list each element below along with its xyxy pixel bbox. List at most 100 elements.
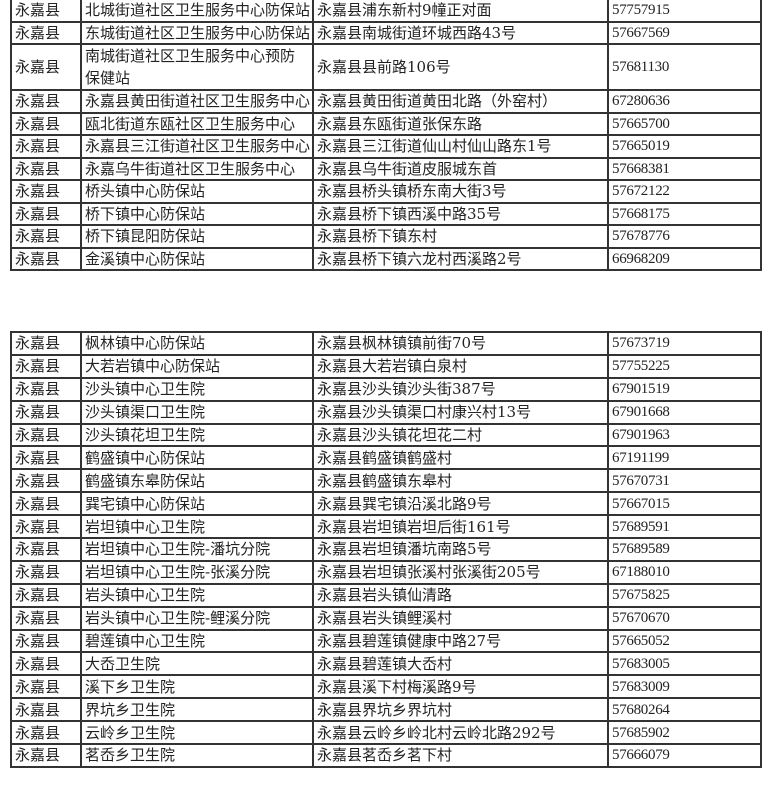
table-row: 永嘉县 岩坦镇中心卫生院-潘坑分院 永嘉县岩坦镇潘坑南路5号 57689589	[10, 537, 762, 562]
phone-cell: 57668175	[607, 201, 762, 226]
county-cell: 永嘉县	[10, 582, 82, 608]
facility-name-cell: 沙头镇中心卫生院	[80, 376, 314, 402]
address-cell: 永嘉县岩头镇仙清路	[312, 582, 609, 608]
facility-name-cell: 岩坦镇中心卫生院-潘坑分院	[80, 537, 314, 562]
table-row: 永嘉县 瓯北街道东瓯社区卫生服务中心 永嘉县东瓯街道张保东路 57665700	[10, 111, 762, 136]
phone-cell: 57672122	[607, 179, 762, 204]
address-cell: 永嘉县枫林镇镇前街70号	[312, 331, 609, 356]
phone-cell: 57681130	[607, 43, 762, 91]
address-cell: 永嘉县沙头镇渠口村康兴村13号	[312, 399, 609, 425]
facility-name-cell: 岩坦镇中心卫生院	[80, 514, 314, 540]
phone-cell: 57678776	[607, 224, 762, 249]
phone-cell: 57667569	[607, 20, 762, 45]
facility-name-cell: 巽宅镇中心防保站	[80, 491, 314, 517]
address-cell: 永嘉县黄田街道黄田北路（外窑村）	[312, 89, 609, 114]
facility-name-cell: 茗岙乡卫生院	[80, 743, 314, 768]
address-cell: 永嘉县鹤盛镇鹤盛村	[312, 445, 609, 471]
table-row: 永嘉县 桥下镇中心防保站 永嘉县桥下镇西溪中路35号 57668175	[10, 201, 762, 226]
address-cell: 永嘉县岩坦镇岩坦后街161号	[312, 514, 609, 540]
table-row: 永嘉县 溪下乡卫生院 永嘉县溪下村梅溪路9号 57683009	[10, 674, 762, 700]
address-cell: 永嘉县县前路106号	[312, 43, 609, 91]
table-row: 永嘉县 鹤盛镇中心防保站 永嘉县鹤盛镇鹤盛村 67191199	[10, 445, 762, 471]
table-row: 永嘉县 沙头镇花坦卫生院 永嘉县沙头镇花坦花二村 67901963	[10, 422, 762, 448]
facility-name-cell: 永嘉县三江街道社区卫生服务中心	[80, 134, 314, 159]
table-row: 永嘉县 岩坦镇中心卫生院 永嘉县岩坦镇岩坦后街161号 57689591	[10, 514, 762, 540]
facility-name-cell: 南城街道社区卫生服务中心预防保健站	[80, 43, 314, 91]
address-cell: 永嘉县巽宅镇沿溪北路9号	[312, 491, 609, 517]
county-cell: 永嘉县	[10, 514, 82, 540]
facility-name-cell: 东城街道社区卫生服务中心防保站	[80, 20, 314, 45]
phone-cell: 57683009	[607, 674, 762, 700]
table-row: 永嘉县 沙头镇中心卫生院 永嘉县沙头镇沙头街387号 67901519	[10, 376, 762, 402]
table-body: 永嘉县 北城街道社区卫生服务中心防保站 永嘉县浦东新村9幢正对面 57757915 永嘉…	[10, 0, 762, 271]
table-row: 永嘉县 金溪镇中心防保站 永嘉县桥下镇六龙村西溪路2号 66968209	[10, 246, 762, 271]
address-cell: 永嘉县岩坦镇潘坑南路5号	[312, 537, 609, 562]
table-row: 永嘉县 界坑乡卫生院 永嘉县界坑乡界坑村 57680264	[10, 697, 762, 723]
phone-cell: 57665700	[607, 111, 762, 136]
table-row: 永嘉县 茗岙乡卫生院 永嘉县茗岙乡茗下村 57666079	[10, 743, 762, 768]
facility-name-cell: 金溪镇中心防保站	[80, 246, 314, 271]
table-row: 永嘉县 永嘉县三江街道社区卫生服务中心 永嘉县三江街道仙山村仙山路东1号 576650…	[10, 134, 762, 159]
county-cell: 永嘉县	[10, 491, 82, 517]
county-cell: 永嘉县	[10, 111, 82, 136]
table-row: 永嘉县 永嘉县黄田街道社区卫生服务中心 永嘉县黄田街道黄田北路（外窑村） 672806…	[10, 89, 762, 114]
phone-cell: 57668381	[607, 156, 762, 181]
facility-name-cell: 瓯北街道东瓯社区卫生服务中心	[80, 111, 314, 136]
county-cell: 永嘉县	[10, 89, 82, 114]
phone-cell: 57670731	[607, 468, 762, 494]
county-cell: 永嘉县	[10, 674, 82, 700]
phone-cell: 57680264	[607, 697, 762, 723]
county-cell: 永嘉县	[10, 399, 82, 425]
address-cell: 永嘉县云岭乡岭北村云岭北路292号	[312, 720, 609, 746]
address-cell: 永嘉县浦东新村9幢正对面	[312, 0, 609, 23]
clinic-table-1: 永嘉县 北城街道社区卫生服务中心防保站 永嘉县浦东新村9幢正对面 57757915 永嘉…	[10, 0, 762, 271]
phone-cell: 66968209	[607, 246, 762, 271]
address-cell: 永嘉县桥下镇六龙村西溪路2号	[312, 246, 609, 271]
county-cell: 永嘉县	[10, 445, 82, 471]
phone-cell: 57757915	[607, 0, 762, 23]
address-cell: 永嘉县界坑乡界坑村	[312, 697, 609, 723]
address-cell: 永嘉县大若岩镇白泉村	[312, 353, 609, 379]
county-cell: 永嘉县	[10, 628, 82, 654]
address-cell: 永嘉县碧莲镇大岙村	[312, 651, 609, 677]
facility-name-cell: 大岙卫生院	[80, 651, 314, 677]
county-cell: 永嘉县	[10, 559, 82, 585]
facility-name-cell: 沙头镇花坦卫生院	[80, 422, 314, 448]
table-row: 永嘉县 碧莲镇中心卫生院 永嘉县碧莲镇健康中路27号 57665052	[10, 628, 762, 654]
address-cell: 永嘉县沙头镇花坦花二村	[312, 422, 609, 448]
facility-name-cell: 大若岩镇中心防保站	[80, 353, 314, 379]
facility-name-cell: 云岭乡卫生院	[80, 720, 314, 746]
county-cell: 永嘉县	[10, 156, 82, 181]
table-row: 永嘉县 桥下镇昆阳防保站 永嘉县桥下镇东村 57678776	[10, 224, 762, 249]
county-cell: 永嘉县	[10, 246, 82, 271]
address-cell: 永嘉县岩头镇鲤溪村	[312, 605, 609, 631]
address-cell: 永嘉县东瓯街道张保东路	[312, 111, 609, 136]
phone-cell: 67191199	[607, 445, 762, 471]
phone-cell: 57755225	[607, 353, 762, 379]
phone-cell: 57666079	[607, 743, 762, 768]
phone-cell: 57689591	[607, 514, 762, 540]
table-row: 永嘉县 东城街道社区卫生服务中心防保站 永嘉县南城街道环城西路43号 57667569	[10, 20, 762, 45]
table-row: 永嘉县 云岭乡卫生院 永嘉县云岭乡岭北村云岭北路292号 57685902	[10, 720, 762, 746]
table-row: 永嘉县 岩头镇中心卫生院 永嘉县岩头镇仙清路 57675825	[10, 582, 762, 608]
table-row: 永嘉县 鹤盛镇东皋防保站 永嘉县鹤盛镇东皋村 57670731	[10, 468, 762, 494]
county-cell: 永嘉县	[10, 651, 82, 677]
address-cell: 永嘉县沙头镇沙头街387号	[312, 376, 609, 402]
table-row: 永嘉县 永嘉乌牛街道社区卫生服务中心 永嘉县乌牛街道皮服城东首 57668381	[10, 156, 762, 181]
phone-cell: 67901963	[607, 422, 762, 448]
facility-name-cell: 桥头镇中心防保站	[80, 179, 314, 204]
county-cell: 永嘉县	[10, 20, 82, 45]
phone-cell: 57683005	[607, 651, 762, 677]
table-row: 永嘉县 沙头镇渠口卫生院 永嘉县沙头镇渠口村康兴村13号 67901668	[10, 399, 762, 425]
phone-cell: 57673719	[607, 331, 762, 356]
facility-name-cell: 枫林镇中心防保站	[80, 331, 314, 356]
county-cell: 永嘉县	[10, 43, 82, 91]
facility-name-cell: 北城街道社区卫生服务中心防保站	[80, 0, 314, 23]
county-cell: 永嘉县	[10, 537, 82, 562]
facility-name-cell: 溪下乡卫生院	[80, 674, 314, 700]
address-cell: 永嘉县乌牛街道皮服城东首	[312, 156, 609, 181]
county-cell: 永嘉县	[10, 331, 82, 356]
table-row: 永嘉县 巽宅镇中心防保站 永嘉县巽宅镇沿溪北路9号 57667015	[10, 491, 762, 517]
table-row: 永嘉县 岩坦镇中心卫生院-张溪分院 永嘉县岩坦镇张溪村张溪街205号 67188010	[10, 559, 762, 585]
county-cell: 永嘉县	[10, 376, 82, 402]
